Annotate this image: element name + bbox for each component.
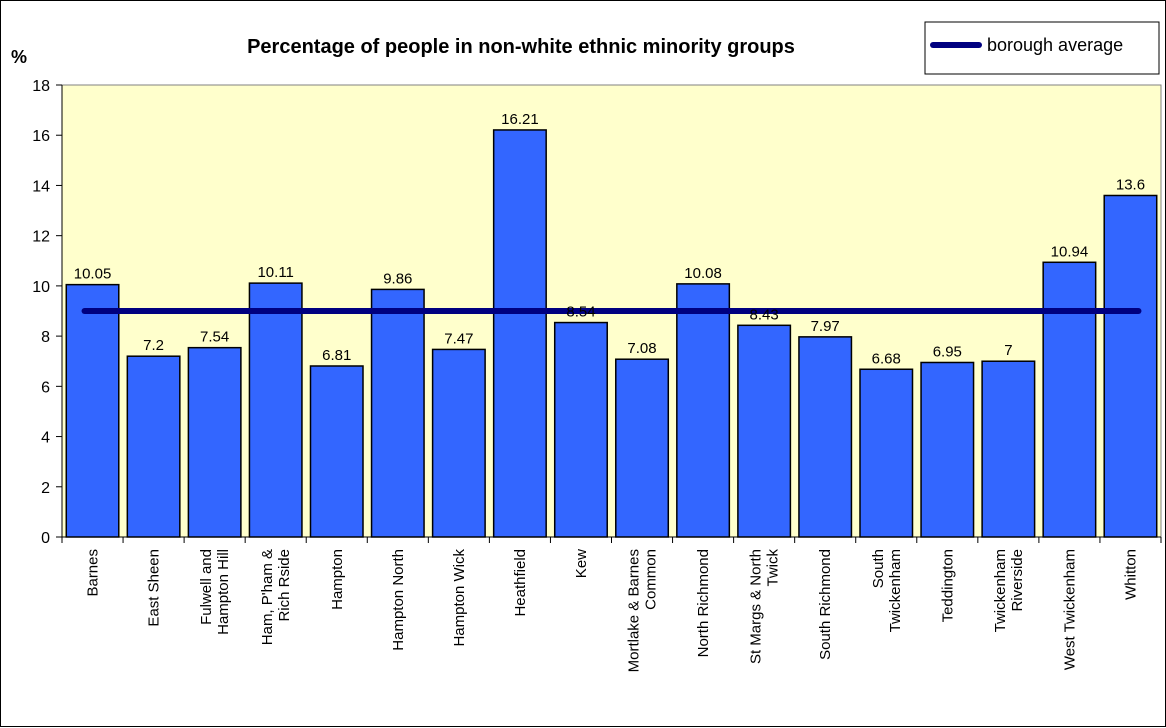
bar <box>981 360 1036 538</box>
y-tick-label: 14 <box>32 178 50 195</box>
x-category-label: Whitton <box>1122 549 1139 600</box>
data-label: 16.21 <box>501 111 539 128</box>
x-category-label: West Twickenham <box>1061 549 1078 670</box>
data-label: 6.68 <box>872 350 901 367</box>
bar <box>737 324 792 538</box>
x-category-label: Ham, P'ham &Rich Rside <box>259 549 293 645</box>
x-category-label: Barnes <box>85 549 102 597</box>
bar <box>492 129 547 538</box>
bar <box>615 358 670 538</box>
bars-group <box>65 129 1158 538</box>
data-label: 8.54 <box>566 304 595 321</box>
bar <box>920 361 975 538</box>
x-category-label: Fulwell andHampton Hill <box>198 549 232 635</box>
x-category-label: SouthTwickenham <box>870 549 904 632</box>
data-label: 7.97 <box>811 318 840 335</box>
data-label: 6.95 <box>933 343 962 360</box>
y-tick-label: 10 <box>32 279 50 296</box>
y-tick-label: 0 <box>41 530 50 547</box>
bar <box>553 321 608 538</box>
data-label: 13.6 <box>1116 176 1145 193</box>
bar <box>309 365 364 538</box>
x-category-label: St Margs & NorthTwick <box>748 549 782 665</box>
data-label: 10.94 <box>1051 243 1089 260</box>
y-tick-label: 4 <box>41 430 50 447</box>
data-label: 7.08 <box>627 340 656 357</box>
data-label: 7.47 <box>444 330 473 347</box>
data-label: 10.11 <box>257 264 293 281</box>
y-tick-label: 8 <box>41 329 50 346</box>
bar <box>798 336 853 538</box>
x-category-label: Mortlake & BarnesCommon <box>626 549 660 672</box>
data-labels-group: 10.05 7.2 7.54 10.11 6.81 9.86 7.47 16.21 8.54 7.… <box>74 111 1145 367</box>
y-tick-label: 16 <box>32 128 50 145</box>
data-label: 10.05 <box>74 266 112 283</box>
bar <box>676 283 731 538</box>
x-category-label: Hampton <box>329 549 346 610</box>
bar <box>370 288 425 538</box>
x-category-label: South Richmond <box>817 549 834 660</box>
y-tick-label: 6 <box>41 379 50 396</box>
bar <box>248 282 303 538</box>
x-category-label: North Richmond <box>695 549 712 657</box>
x-axis: Barnes East Sheen Fulwell andHampton Hill H… <box>61 536 1162 672</box>
data-label: 8.43 <box>750 306 779 323</box>
bar <box>859 368 914 538</box>
data-label: 7 <box>1004 342 1012 359</box>
x-category-label: Teddington <box>939 549 956 622</box>
bar <box>431 348 486 538</box>
x-category-label: TwickenhamRiverside <box>992 549 1026 632</box>
y-axis-unit-label: % <box>11 47 27 67</box>
chart-title: Percentage of people in non-white ethnic… <box>247 36 795 58</box>
x-category-label: East Sheen <box>146 549 163 627</box>
x-category-label: Hampton North <box>390 549 407 651</box>
data-label: 7.2 <box>143 337 164 354</box>
y-tick-label: 2 <box>41 480 50 497</box>
bar <box>126 355 181 538</box>
y-axis: 0 2 4 6 8 10 12 14 16 18 <box>32 78 63 547</box>
x-category-label: Hampton Wick <box>451 549 468 647</box>
data-label: 9.86 <box>383 270 412 287</box>
y-tick-label: 12 <box>32 229 50 246</box>
bar <box>65 283 120 538</box>
legend: borough average <box>924 21 1160 75</box>
data-label: 10.08 <box>684 265 722 282</box>
bar <box>1042 261 1097 538</box>
y-tick-label: 18 <box>32 78 50 95</box>
data-label: 6.81 <box>322 347 351 364</box>
bar <box>1103 194 1158 538</box>
legend-label: borough average <box>987 35 1123 55</box>
x-category-label: Kew <box>573 549 590 578</box>
bar <box>187 346 242 538</box>
data-label: 7.54 <box>200 329 229 346</box>
x-category-label: Heathfield <box>512 549 529 617</box>
